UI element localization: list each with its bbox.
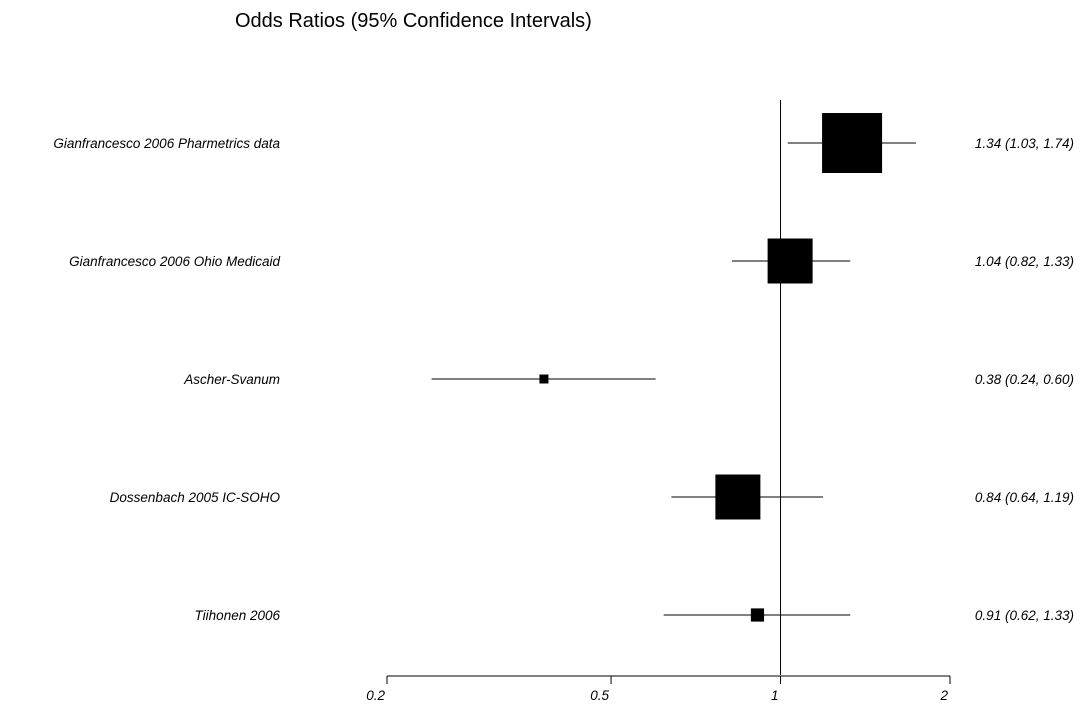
point-estimate-box: [750, 608, 765, 622]
estimate-label: 0.91 (0.62, 1.33): [975, 608, 1074, 623]
study-row: Gianfrancesco 2006 Ohio Medicaid 1.04 (0.…: [69, 238, 1074, 284]
x-tick-label: 1: [771, 688, 779, 703]
point-estimate-box: [715, 474, 761, 520]
study-row: Dossenbach 2005 IC-SOHO 0.84 (0.64, 1.19): [110, 474, 1074, 520]
estimate-label: 1.04 (0.82, 1.33): [975, 254, 1074, 269]
estimate-label: 0.84 (0.64, 1.19): [975, 490, 1074, 505]
x-tick-label: 0.5: [590, 688, 609, 703]
study-label: Gianfrancesco 2006 Pharmetrics data: [53, 136, 280, 151]
study-label: Tiihonen 2006: [195, 608, 281, 623]
x-tick-label: 2: [939, 688, 948, 703]
point-estimate-box: [539, 374, 549, 384]
study-label: Dossenbach 2005 IC-SOHO: [110, 490, 281, 505]
study-row: Tiihonen 2006 0.91 (0.62, 1.33): [195, 608, 1074, 623]
point-estimate-box: [767, 238, 813, 284]
study-label: Ascher-Svanum: [183, 372, 280, 387]
chart-title: Odds Ratios (95% Confidence Intervals): [235, 10, 592, 32]
estimate-label: 0.38 (0.24, 0.60): [975, 372, 1074, 387]
estimate-label: 1.34 (1.03, 1.74): [975, 136, 1074, 151]
study-label: Gianfrancesco 2006 Ohio Medicaid: [69, 254, 280, 269]
point-estimate-box: [822, 113, 883, 173]
study-row: Gianfrancesco 2006 Pharmetrics data 1.34 …: [53, 113, 1074, 173]
study-row: Ascher-Svanum 0.38 (0.24, 0.60): [183, 372, 1074, 387]
x-tick-label: 0.2: [366, 688, 385, 703]
